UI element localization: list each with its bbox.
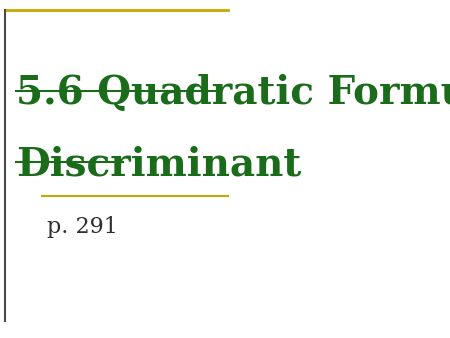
Text: 5.6 Quadratic Formula &: 5.6 Quadratic Formula &	[16, 74, 450, 112]
Text: p. 291: p. 291	[46, 216, 117, 238]
Text: Discriminant: Discriminant	[16, 145, 302, 183]
